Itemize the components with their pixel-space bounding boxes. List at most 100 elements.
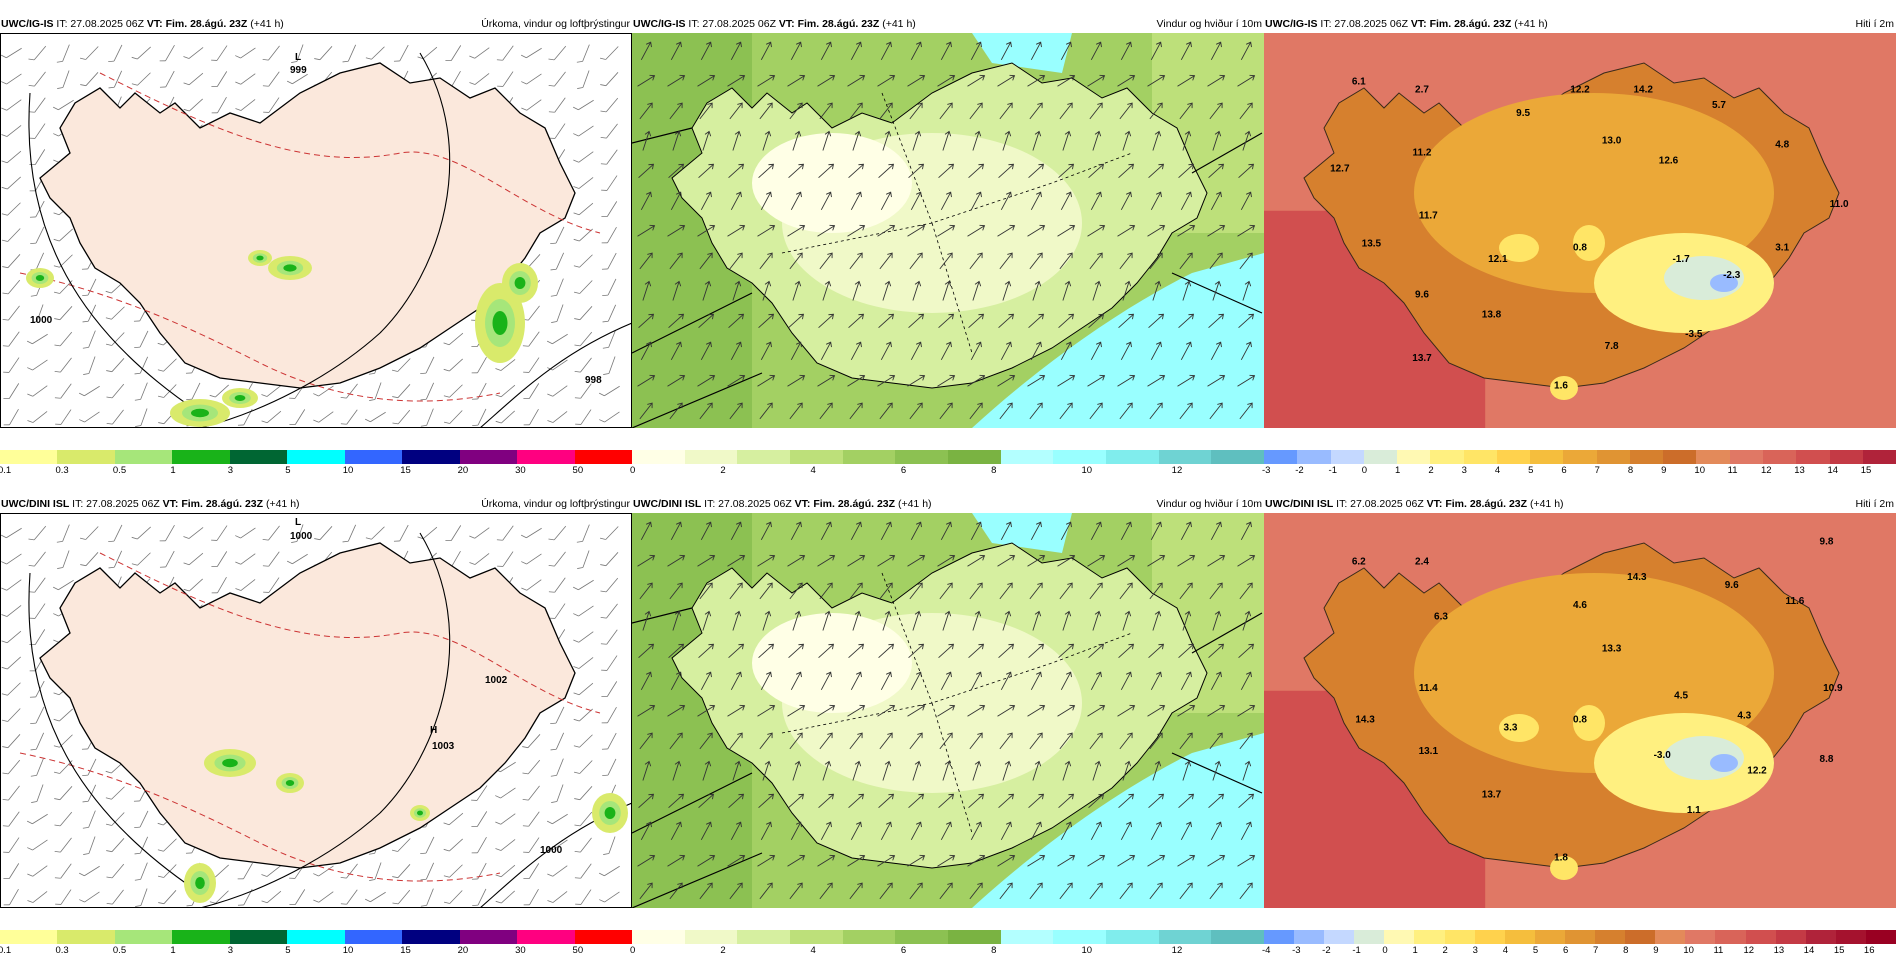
wind-arrow: [759, 882, 773, 900]
coastline: [39, 62, 576, 389]
wind-barb: [471, 785, 488, 801]
wind-barb: [183, 578, 203, 592]
wind-barb: [1, 708, 21, 722]
wind-arrow: [940, 521, 952, 541]
wind-arrow: [1062, 760, 1072, 781]
wind-tick-label: 4: [810, 465, 816, 476]
panel-title: Úrkoma, vindur og loftþrýstingur: [481, 18, 630, 30]
wind-arrow: [819, 102, 833, 120]
wind-arrow: [727, 224, 746, 237]
pressure-label: 999: [290, 65, 307, 76]
wind-arrow: [817, 374, 836, 387]
wind-barb: [1, 656, 21, 670]
wind-arrow: [702, 760, 712, 781]
precip-area-heavy: [285, 780, 295, 786]
precip-colorbar-swatch: [459, 450, 518, 464]
wind-arrow: [1209, 582, 1223, 600]
wind-barb: [521, 553, 542, 565]
wind-arrow: [969, 402, 983, 420]
wind-barb: [546, 333, 568, 345]
temp-colorbar-swatch: [1715, 930, 1746, 944]
temp-tick-label: 9: [1653, 945, 1659, 956]
wind-arrow: [1179, 582, 1193, 600]
temperature-value: 12.6: [1659, 155, 1679, 166]
wind-barb: [522, 331, 540, 347]
wind-arrow: [877, 554, 896, 567]
wind-arrow: [852, 280, 862, 301]
wind-arrow: [852, 760, 862, 781]
panel-header: UWC/IG-IS IT: 27.08.2025 06Z VT: Fim. 28…: [1264, 17, 1896, 31]
wind-barb: [601, 175, 618, 191]
wind-arrow: [1207, 854, 1226, 867]
wind-arrow: [1032, 760, 1042, 781]
wind-arrow: [908, 643, 924, 659]
wind-arrow: [997, 854, 1016, 867]
wind-arrow: [1149, 582, 1163, 600]
wind-barb: [600, 603, 618, 619]
wind-arrow: [847, 554, 866, 567]
wind-barb: [1, 553, 22, 565]
wind-arrow: [937, 374, 956, 387]
wind-barb: [27, 411, 48, 423]
wind-barb: [262, 525, 280, 541]
wind-arrow: [1002, 130, 1012, 151]
wind-barb: [159, 45, 175, 62]
wind-arrow: [1240, 341, 1252, 361]
wind-arrow: [1122, 760, 1132, 781]
wind-barb: [1, 73, 22, 85]
temp-tick-label: 10: [1683, 945, 1694, 956]
wind-colorbar-swatch: [1000, 930, 1054, 944]
wind-arrow: [670, 521, 682, 541]
temp-colorbar-swatch: [1862, 450, 1897, 464]
wind-arrow: [967, 704, 986, 717]
wind-barb: [443, 890, 463, 904]
precip-colorbar: [0, 930, 632, 944]
wind-barb: [601, 201, 618, 218]
wind-arrow: [729, 252, 743, 270]
wind-colorbar-swatch: [1053, 930, 1107, 944]
precip-tick-label: 1: [170, 465, 176, 476]
precip-tick-label: 30: [515, 945, 526, 956]
wind-barb: [313, 865, 334, 877]
wind-barb: [183, 98, 203, 112]
wind-barb: [28, 551, 46, 567]
wind-barb: [495, 890, 515, 904]
wind-arrow: [1029, 582, 1043, 600]
wind-arrow: [850, 521, 862, 541]
wind-arrow: [640, 191, 652, 211]
wind-arrow: [908, 793, 924, 809]
wind-arrow: [1057, 374, 1076, 387]
precip-colorbar-swatch: [172, 450, 230, 464]
wind-barb: [573, 734, 593, 748]
wind-arrow: [1179, 252, 1193, 270]
wind-arrow: [788, 313, 804, 329]
wind-barb: [573, 228, 593, 242]
wind-arrow: [760, 191, 772, 211]
wind-arrow: [1149, 252, 1163, 270]
wind-barb: [82, 784, 97, 803]
temperature-value: 13.1: [1419, 746, 1439, 757]
wind-arrow: [848, 793, 864, 809]
wind-arrow: [1210, 821, 1222, 841]
wind-arrow: [1150, 671, 1162, 691]
wind-arrow: [759, 402, 773, 420]
pressure-label: 1002: [485, 675, 508, 686]
wind-arrow: [1148, 313, 1164, 329]
wind-arrow: [997, 554, 1016, 567]
wind-barb: [134, 810, 149, 828]
temperature-value: 13.3: [1602, 643, 1622, 654]
wind-tick-label: 2: [720, 465, 726, 476]
wind-arrow: [1150, 821, 1162, 841]
wind-arrow: [1092, 760, 1102, 781]
wind-barb: [522, 811, 540, 827]
wind-arrow: [1152, 130, 1162, 151]
wind-barb: [29, 603, 46, 619]
precip-colorbar: [0, 450, 632, 464]
temp-colorbar-swatch: [1330, 450, 1364, 464]
wind-arrow: [942, 610, 952, 631]
wind-barb: [157, 838, 177, 852]
wind-arrow: [728, 163, 744, 179]
wind-barb: [54, 837, 72, 853]
wind-barb: [574, 837, 592, 853]
temperature-value: 6.3: [1434, 612, 1448, 623]
